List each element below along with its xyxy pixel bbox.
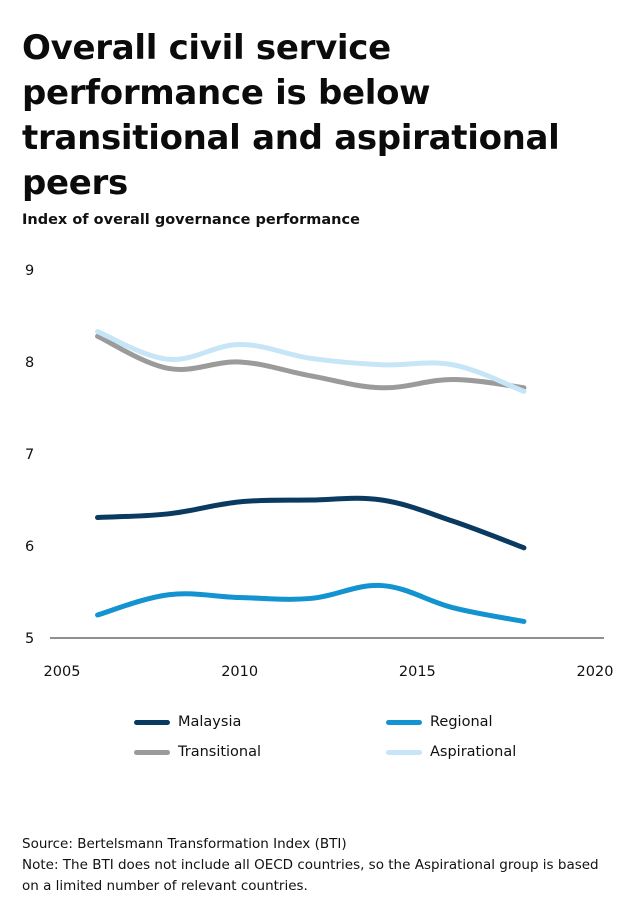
legend-item-regional: Regional xyxy=(386,714,493,730)
legend: Malaysia Regional Transitional Aspiratio… xyxy=(0,700,624,770)
legend-item-aspirational: Aspirational xyxy=(386,744,516,760)
legend-label-transitional: Transitional xyxy=(178,744,262,760)
series-line-aspirational xyxy=(95,329,527,394)
legend-swatch-regional xyxy=(386,719,422,725)
x-tick-label-2015: 2015 xyxy=(399,664,436,680)
line-chart: 9 8 7 6 5 2005 2010 2015 2020 xyxy=(25,263,614,680)
series-line-transitional xyxy=(95,333,527,391)
x-tick-label-2005: 2005 xyxy=(44,664,81,680)
y-tick-label-9: 9 xyxy=(25,263,34,279)
legend-swatch-malaysia xyxy=(134,719,170,725)
legend-label-aspirational: Aspirational xyxy=(430,744,517,760)
y-tick-label-5: 5 xyxy=(25,631,34,647)
legend-swatch-transitional xyxy=(134,749,170,755)
legend-label-regional: Regional xyxy=(430,714,493,730)
legend-item-malaysia: Malaysia xyxy=(134,714,241,730)
x-tick-label-2020: 2020 xyxy=(577,664,614,680)
note-text: Note: The BTI does not include all OECD … xyxy=(22,857,599,894)
y-axis-title: Index of overall governance performance xyxy=(22,212,360,228)
legend-item-transitional: Transitional xyxy=(134,744,261,760)
legend-label-malaysia: Malaysia xyxy=(178,714,242,730)
chart-title: Overall civil service performance is bel… xyxy=(22,28,560,203)
y-tick-label-6: 6 xyxy=(25,539,34,555)
x-tick-label-2010: 2010 xyxy=(221,664,258,680)
y-tick-label-8: 8 xyxy=(25,355,34,371)
source-text: Source: Bertelsmann Transformation Index… xyxy=(22,836,347,852)
series-line-malaysia xyxy=(95,495,527,551)
footnote: Source: Bertelsmann Transformation Index… xyxy=(22,834,618,897)
legend-swatch-aspirational xyxy=(386,749,422,755)
series-line-regional xyxy=(95,582,527,624)
y-tick-label-7: 7 xyxy=(25,447,34,463)
